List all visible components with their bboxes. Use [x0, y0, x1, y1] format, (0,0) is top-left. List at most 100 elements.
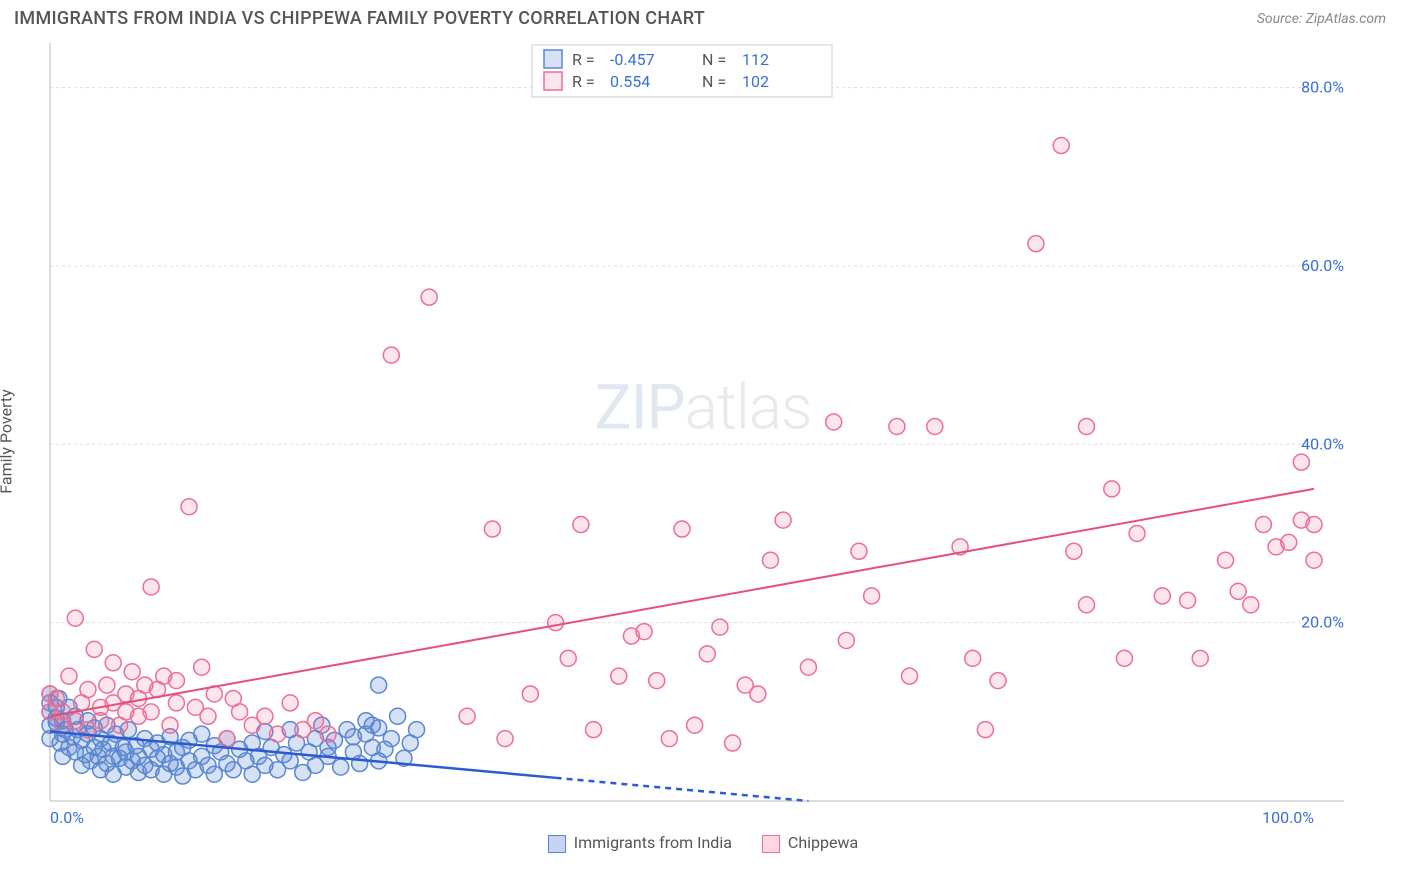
data-point [194, 659, 210, 675]
data-point [560, 650, 576, 666]
data-point [409, 722, 425, 738]
data-point [383, 347, 399, 363]
data-point [1230, 583, 1246, 599]
data-point [522, 686, 538, 702]
data-point [864, 588, 880, 604]
legend-r-label: R = [572, 50, 595, 69]
data-point [421, 289, 437, 305]
data-point [548, 615, 564, 631]
data-point [826, 414, 842, 430]
data-point [364, 717, 380, 733]
data-point [1306, 552, 1322, 568]
data-point [902, 668, 918, 684]
data-point [1078, 418, 1094, 434]
data-point [1306, 517, 1322, 533]
data-point [1218, 552, 1234, 568]
data-point [257, 708, 273, 724]
legend-label: Immigrants from India [574, 833, 732, 852]
data-point [661, 731, 677, 747]
data-point [1180, 592, 1196, 608]
data-point [851, 543, 867, 559]
data-point [168, 695, 184, 711]
data-point [927, 418, 943, 434]
data-point [1281, 534, 1297, 550]
scatter-chart: 20.0%40.0%60.0%80.0%0.0%100.0%R =-0.457N… [14, 37, 1354, 827]
data-point [990, 673, 1006, 689]
data-point [1129, 525, 1145, 541]
data-point [687, 717, 703, 733]
data-point [232, 704, 248, 720]
x-tick-label: 100.0% [1262, 808, 1314, 827]
data-point [61, 668, 77, 684]
data-point [270, 726, 286, 742]
data-point [162, 717, 178, 733]
data-point [1028, 236, 1044, 252]
data-point [143, 704, 159, 720]
data-point [1066, 543, 1082, 559]
data-point [80, 682, 96, 698]
data-point [1293, 454, 1309, 470]
data-point [611, 668, 627, 684]
data-point [282, 695, 298, 711]
data-point [307, 713, 323, 729]
y-tick-label: 20.0% [1301, 613, 1344, 632]
data-point [674, 521, 690, 537]
data-point [712, 619, 728, 635]
legend-n-label: N = [702, 50, 726, 69]
data-point [67, 610, 83, 626]
data-point [105, 655, 121, 671]
data-point [636, 624, 652, 640]
data-point [333, 759, 349, 775]
legend-n-label: N = [702, 72, 726, 91]
regression-line-extrapolated [556, 778, 809, 801]
legend-swatch [548, 835, 566, 853]
legend-r-label: R = [572, 72, 595, 91]
legend-r-value: 0.554 [610, 72, 650, 91]
data-point [168, 673, 184, 689]
data-point [649, 673, 665, 689]
legend-r-value: -0.457 [610, 50, 655, 69]
data-point [889, 418, 905, 434]
data-point [352, 756, 368, 772]
data-point [99, 677, 115, 693]
legend-label: Chippewa [788, 833, 858, 852]
data-point [1192, 650, 1208, 666]
data-point [282, 753, 298, 769]
data-point [484, 521, 500, 537]
legend-swatch [544, 50, 562, 68]
data-point [725, 735, 741, 751]
data-point [1255, 517, 1271, 533]
data-point [459, 708, 475, 724]
data-point [1243, 597, 1259, 613]
data-point [762, 552, 778, 568]
data-point [573, 517, 589, 533]
data-point [390, 708, 406, 724]
data-point [181, 499, 197, 515]
data-point [371, 677, 387, 693]
data-point [383, 731, 399, 747]
data-point [838, 632, 854, 648]
legend-item: Chippewa [762, 833, 858, 853]
legend-swatch [544, 72, 562, 90]
series-legend: Immigrants from India Chippewa [0, 833, 1406, 853]
data-point [1078, 597, 1094, 613]
data-point [1104, 481, 1120, 497]
chart-area: Family Poverty 20.0%40.0%60.0%80.0%0.0%1… [14, 37, 1392, 827]
y-axis-label: Family Poverty [0, 389, 16, 493]
data-point [586, 722, 602, 738]
data-point [143, 579, 159, 595]
data-point [965, 650, 981, 666]
y-tick-label: 80.0% [1301, 78, 1344, 97]
legend-n-value: 102 [742, 72, 769, 91]
title-bar: IMMIGRANTS FROM INDIA VS CHIPPEWA FAMILY… [0, 0, 1406, 33]
data-point [194, 726, 210, 742]
data-point [1154, 588, 1170, 604]
legend-item: Immigrants from India [548, 833, 732, 853]
data-point [200, 708, 216, 724]
x-tick-label: 0.0% [50, 808, 84, 827]
data-point [800, 659, 816, 675]
y-tick-label: 40.0% [1301, 434, 1344, 453]
data-point [977, 722, 993, 738]
data-point [86, 641, 102, 657]
data-point [1116, 650, 1132, 666]
